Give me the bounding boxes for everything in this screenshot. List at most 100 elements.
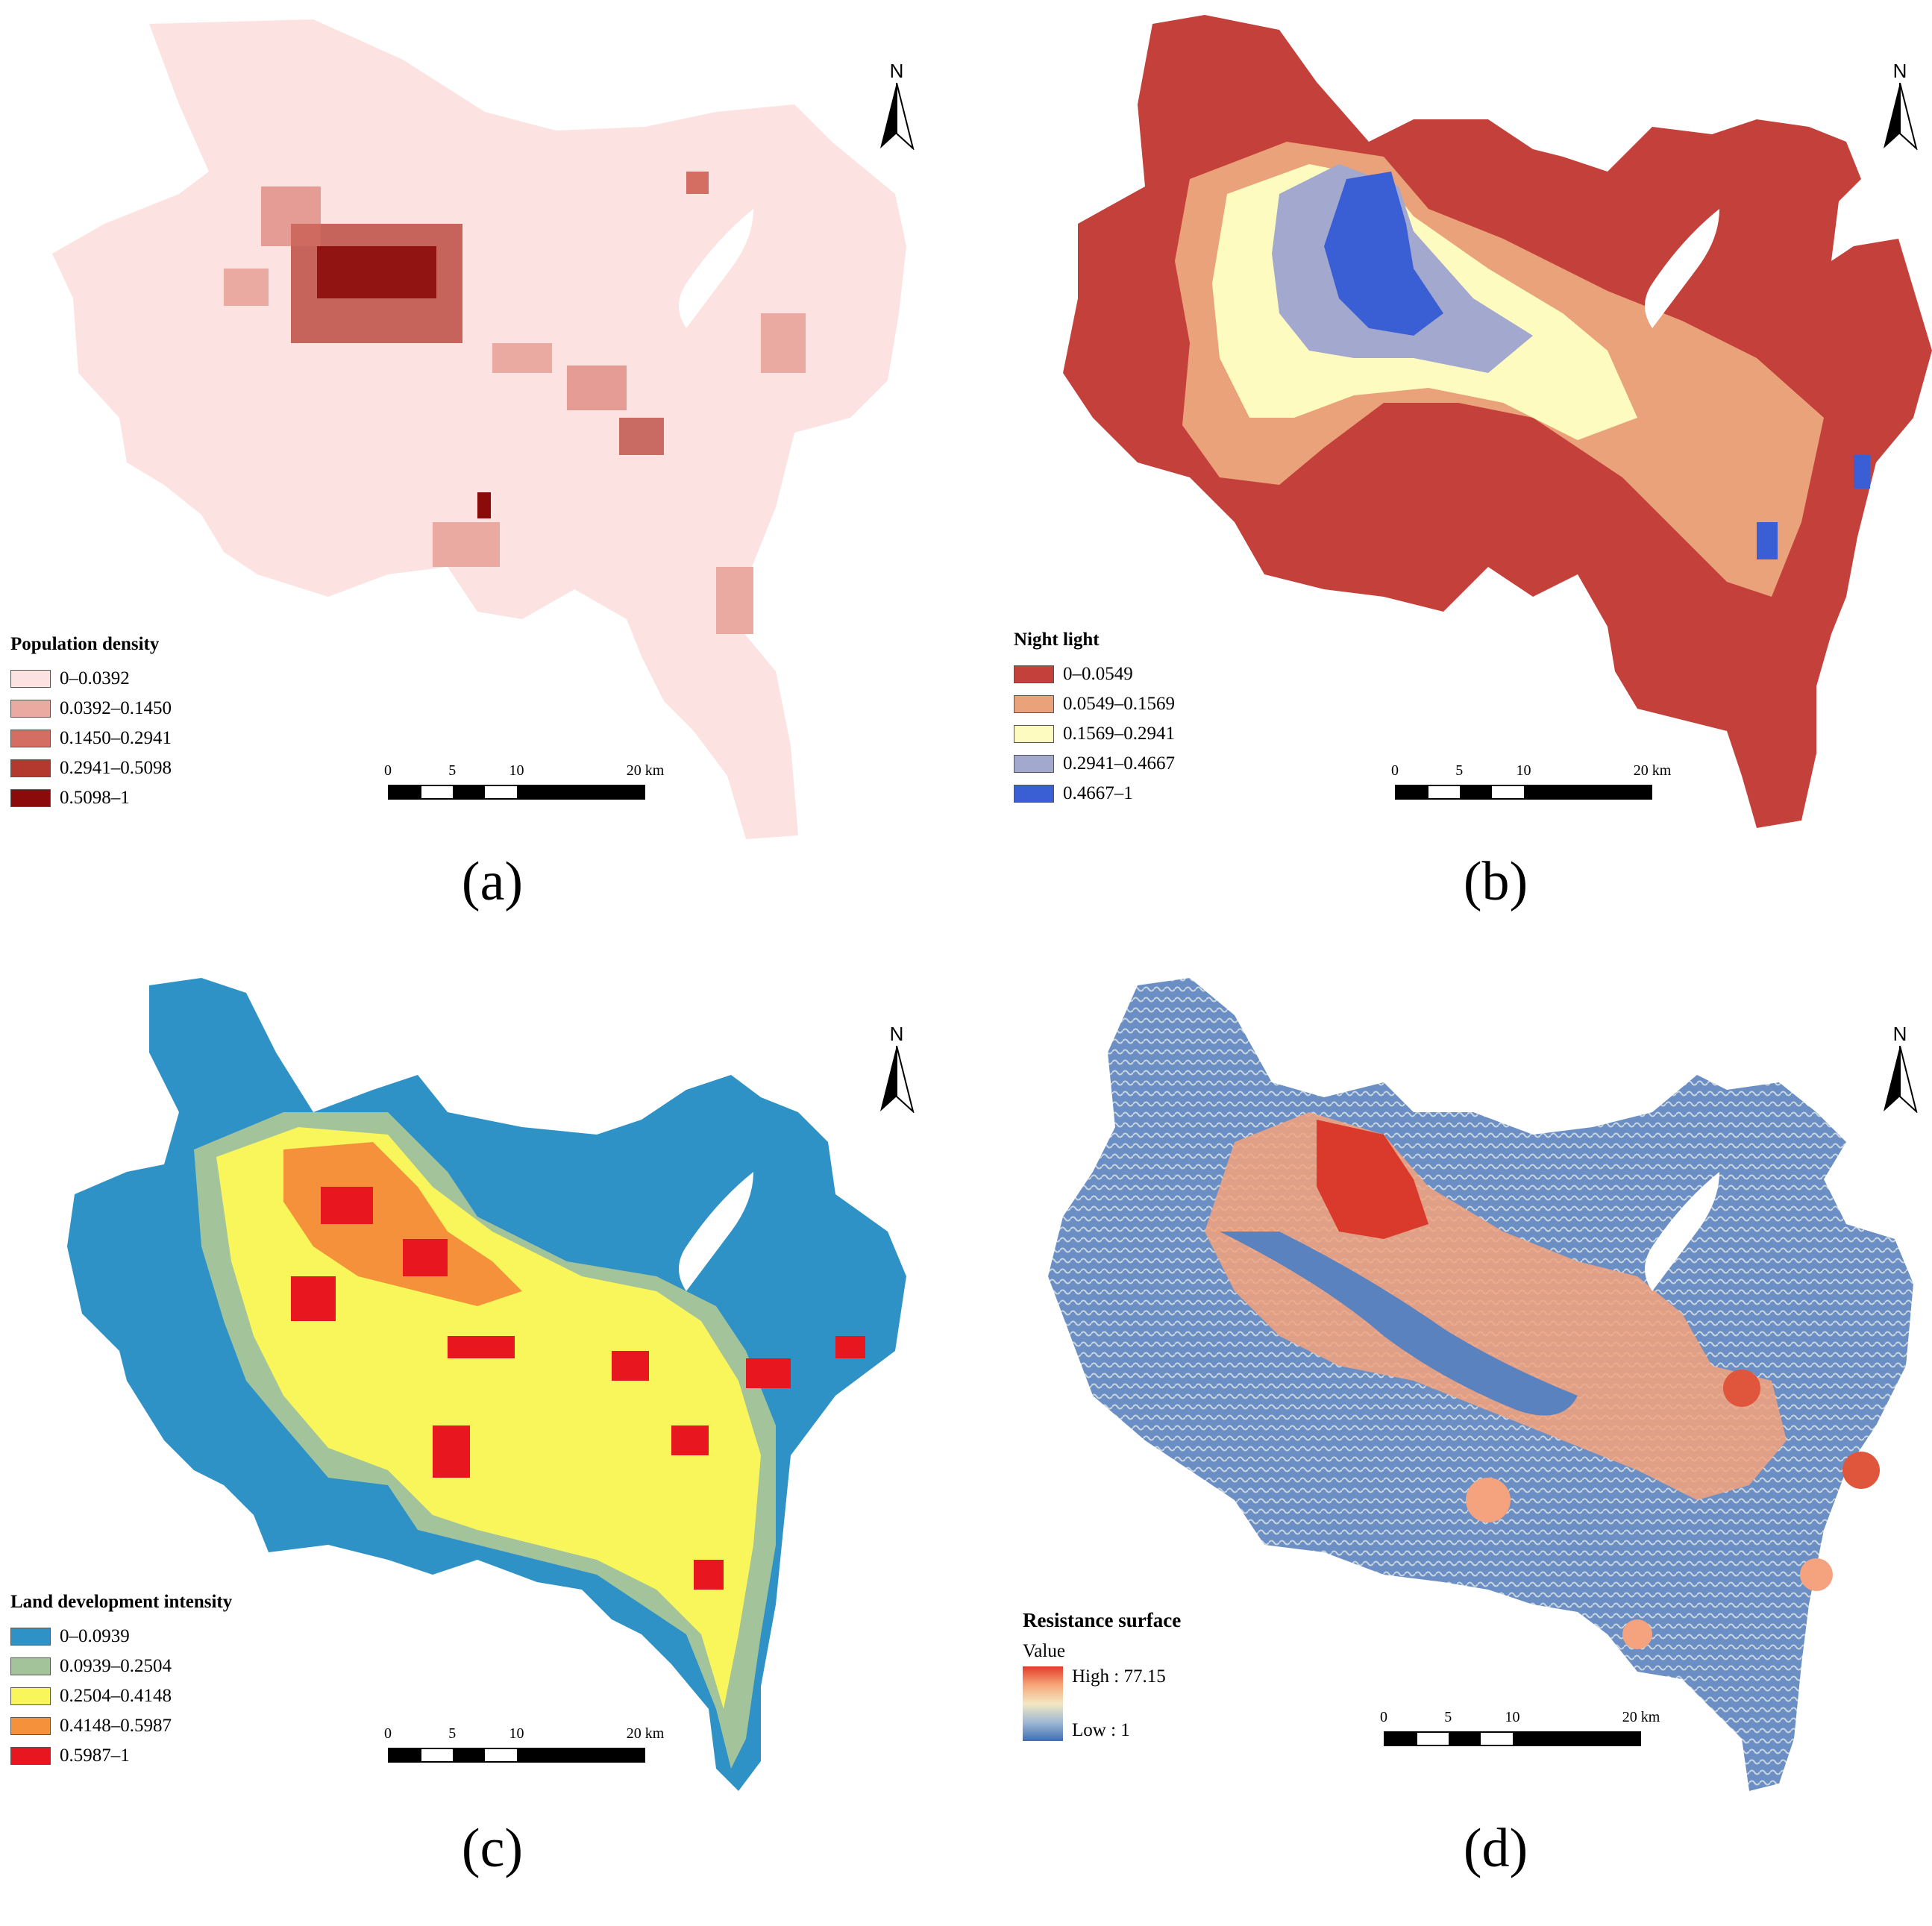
north-label: N — [1892, 60, 1907, 82]
intensity-patch — [671, 1425, 709, 1455]
legend-item: 0.4667–1 — [1014, 779, 1175, 809]
density-patch — [761, 313, 806, 373]
legend-label: 0.2504–0.4148 — [60, 1686, 172, 1706]
legend: Land development intensity 0–0.0939 0.09… — [10, 1592, 232, 1771]
scale-label: 0 — [1380, 1709, 1387, 1725]
legend-title: Population density — [10, 634, 160, 654]
north-label: N — [1892, 1023, 1907, 1045]
legend-label: 0.1569–0.2941 — [1063, 724, 1175, 744]
panel-d: N Resistance surface Value High : 77.15 … — [966, 963, 1932, 1926]
scale-segments — [388, 785, 645, 800]
legend-item: 0.2941–0.4667 — [1014, 749, 1175, 779]
scale-label: 10 — [509, 1725, 524, 1742]
legend-label: 0.4667–1 — [1063, 783, 1133, 803]
legend: Night light 0–0.0549 0.0549–0.1569 0.156… — [1014, 630, 1175, 809]
legend-item: 0–0.0549 — [1014, 659, 1175, 689]
density-patch — [261, 186, 321, 246]
scale-bar: 0 5 10 20 km — [1391, 762, 1671, 800]
density-patch — [477, 492, 491, 518]
legend-swatch — [10, 670, 51, 688]
resistance-zone — [1317, 1120, 1428, 1239]
legend-swatch — [10, 759, 51, 777]
scale-label: 20 km — [1622, 1709, 1660, 1725]
legend-item: 0–0.0939 — [10, 1622, 232, 1651]
intensity-patch — [746, 1358, 791, 1388]
population-density-map — [52, 19, 906, 839]
panel-caption: (d) — [1463, 1818, 1528, 1879]
legend-swatch — [10, 1747, 51, 1765]
legend-label: 0.1450–0.2941 — [60, 728, 172, 748]
density-patch — [619, 418, 664, 455]
panel-caption: (b) — [1463, 851, 1528, 912]
legend-label: 0.0549–0.1569 — [1063, 694, 1175, 714]
legend-label: 0.0939–0.2504 — [60, 1656, 172, 1676]
light-zone — [1757, 522, 1778, 559]
scale-label: 20 km — [1633, 762, 1672, 779]
scale-segments — [1395, 785, 1652, 800]
legend-swatch — [10, 1657, 51, 1675]
north-arrow-icon — [880, 1045, 915, 1114]
legend-high-label: High : 77.15 — [1072, 1666, 1166, 1687]
scale-segments — [388, 1748, 645, 1763]
legend-label: 0–0.0392 — [60, 668, 130, 688]
north-arrow-icon — [1884, 1045, 1918, 1114]
density-patch — [567, 366, 627, 410]
legend-title: Land development intensity — [10, 1592, 233, 1612]
land-development-intensity-map — [67, 978, 906, 1791]
legend-low-label: Low : 1 — [1072, 1720, 1130, 1740]
scale-label: 5 — [448, 1725, 457, 1742]
scale-label: 5 — [1455, 762, 1464, 779]
legend-label: 0.0392–0.1450 — [60, 698, 172, 718]
legend-swatch — [1014, 695, 1054, 713]
intensity-patch — [612, 1351, 649, 1381]
legend-swatch — [10, 1628, 51, 1646]
river — [679, 209, 753, 328]
density-patch — [433, 522, 500, 567]
panel-caption: (c) — [461, 1818, 524, 1879]
panel-caption: (a) — [461, 851, 524, 912]
legend-swatch — [10, 1687, 51, 1705]
scale-bar: 0 5 10 20 km — [1380, 1709, 1660, 1746]
legend-item: 0.1450–0.2941 — [10, 724, 172, 753]
panel-b: N Night light 0–0.0549 0.0549–0.1569 0.1… — [966, 0, 1932, 963]
intensity-patch — [321, 1187, 373, 1224]
intensity-patch — [448, 1336, 515, 1358]
north-arrow-icon — [1884, 82, 1918, 151]
scale-label: 5 — [1444, 1709, 1452, 1725]
scale-label: 20 km — [626, 762, 665, 779]
intensity-patch — [291, 1276, 336, 1321]
legend-item: 0–0.0392 — [10, 664, 172, 694]
night-light-map — [1063, 15, 1932, 828]
scale-label: 10 — [1505, 1709, 1520, 1725]
intensity-patch — [835, 1336, 865, 1358]
intensity-patch — [694, 1560, 724, 1590]
legend-swatch — [10, 1717, 51, 1735]
legend-label: 0–0.0549 — [1063, 664, 1133, 684]
legend-title: Resistance surface — [1023, 1609, 1182, 1631]
scale-label: 20 km — [626, 1725, 665, 1742]
density-patch — [716, 567, 753, 634]
north-arrow: N — [874, 1023, 919, 1117]
intensity-patch — [433, 1425, 470, 1478]
resistance-hotspot — [1842, 1452, 1880, 1489]
river — [1645, 209, 1719, 328]
legend-label: 0.2941–0.5098 — [60, 758, 172, 778]
north-arrow: N — [874, 60, 919, 154]
scale-bar: 0 5 10 20 km — [384, 762, 664, 800]
legend-item: 0.2941–0.5098 — [10, 753, 172, 783]
density-patch — [224, 269, 269, 306]
legend-swatch — [10, 789, 51, 807]
legend-swatch — [10, 700, 51, 718]
scale-bar: 0 5 10 20 km — [384, 1725, 664, 1763]
legend-item: 0.1569–0.2941 — [1014, 719, 1175, 749]
scale-label: 0 — [1391, 762, 1399, 779]
legend-item: 0.0392–0.1450 — [10, 694, 172, 724]
light-zone — [1854, 455, 1870, 489]
legend-gradient — [1023, 1666, 1063, 1741]
density-patch — [686, 172, 709, 194]
scale-label: 10 — [1516, 762, 1531, 779]
north-arrow: N — [1878, 60, 1922, 154]
density-patch — [492, 343, 552, 373]
scale-label: 0 — [384, 762, 392, 779]
legend: Resistance surface Value High : 77.15 Lo… — [1023, 1609, 1181, 1741]
